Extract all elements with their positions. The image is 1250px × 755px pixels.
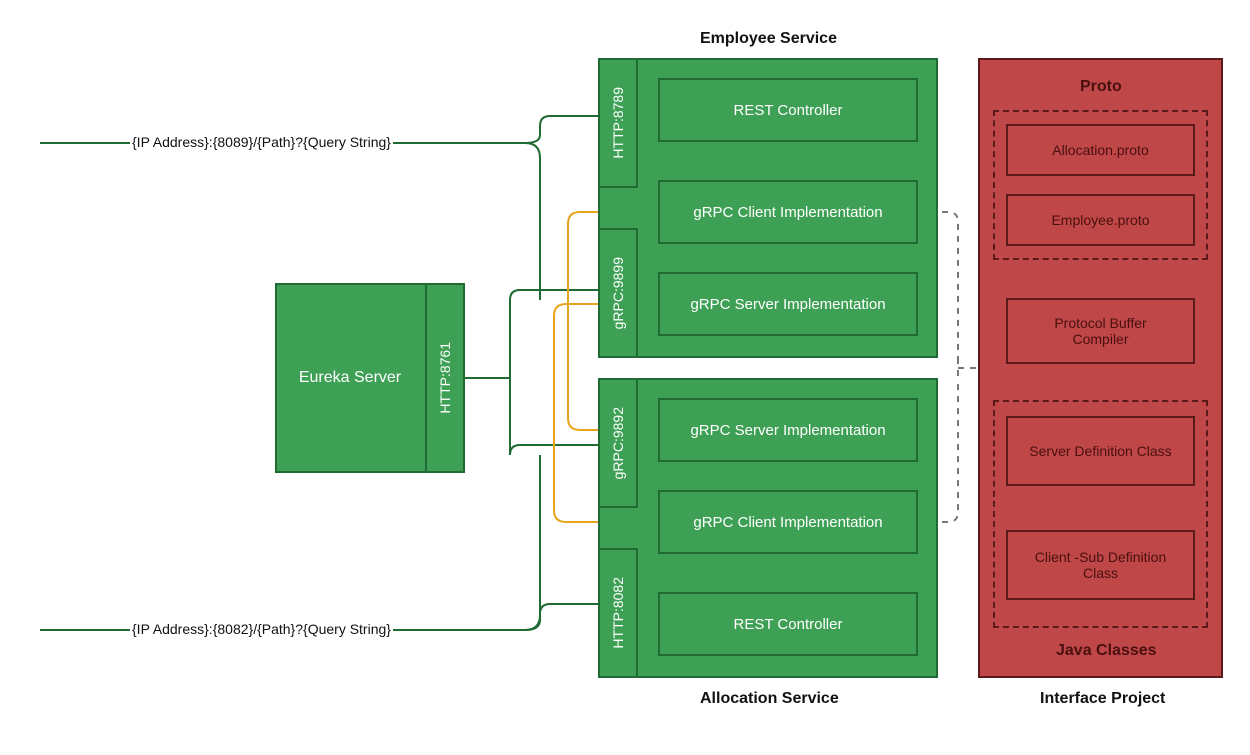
emp-inner-grpc-client: gRPC Client Implementation <box>658 180 918 244</box>
java-item-server-def: Server Definition Class <box>1006 416 1195 486</box>
allocation-grpc-label: gRPC:9892 <box>610 407 626 479</box>
protocol-buffer-compiler: Protocol Buffer Compiler <box>1006 298 1195 364</box>
eureka-port-band: HTTP:8761 <box>425 283 465 473</box>
eureka-port-label: HTTP:8761 <box>437 342 453 414</box>
proto-item-allocation: Allocation.proto <box>1006 124 1195 176</box>
allocation-http-label: HTTP:8082 <box>610 577 626 649</box>
url-label-top: {IP Address}:{8089}/{Path}?{Query String… <box>130 134 393 150</box>
line-eureka-to-emp-grpc <box>510 290 598 300</box>
employee-http-band: HTTP:8789 <box>598 58 638 188</box>
proto-title: Proto <box>1080 78 1122 96</box>
java-item-client-sub: Client -Sub Definition Class <box>1006 530 1195 600</box>
title-allocation: Allocation Service <box>700 690 839 708</box>
alloc-inner-grpc-server: gRPC Server Implementation <box>658 398 918 462</box>
allocation-http-band: HTTP:8082 <box>598 548 638 678</box>
url-label-bottom: {IP Address}:{8082}/{Path}?{Query String… <box>130 621 393 637</box>
title-interface: Interface Project <box>1040 690 1165 708</box>
eureka-label: Eureka Server <box>299 369 441 387</box>
alloc-inner-grpc-client: gRPC Client Implementation <box>658 490 918 554</box>
title-employee: Employee Service <box>700 30 837 48</box>
employee-grpc-band: gRPC:9899 <box>598 228 638 358</box>
emp-inner-rest: REST Controller <box>658 78 918 142</box>
line-url-bottom <box>40 455 540 630</box>
java-title: Java Classes <box>1056 642 1157 660</box>
alloc-inner-rest: REST Controller <box>658 592 918 656</box>
employee-grpc-label: gRPC:9899 <box>610 257 626 329</box>
allocation-grpc-band: gRPC:9892 <box>598 378 638 508</box>
line-url-top <box>40 143 540 300</box>
line-eureka-to-alloc-grpc <box>510 445 598 455</box>
proto-item-employee: Employee.proto <box>1006 194 1195 246</box>
employee-http-label: HTTP:8789 <box>610 87 626 159</box>
emp-inner-grpc-server: gRPC Server Implementation <box>658 272 918 336</box>
line-url-bottom-branch <box>525 604 598 630</box>
line-url-top-branch <box>525 116 598 143</box>
